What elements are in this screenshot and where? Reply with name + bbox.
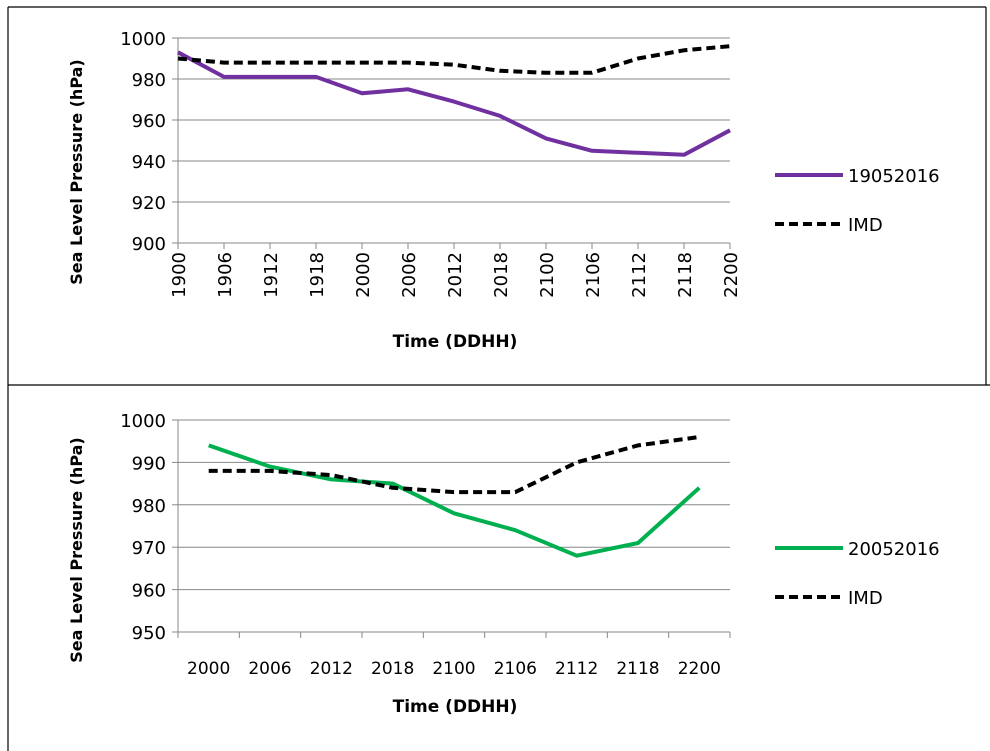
y-tick-labels: 900 920 940 960 980 1000 — [120, 29, 166, 255]
table-frame — [7, 6, 990, 751]
y-tick-label: 900 — [132, 234, 166, 255]
series-line-imd — [208, 435, 700, 495]
legend: 19052016 IMD — [775, 166, 940, 236]
x-tick-labels: 2000 2006 2012 2018 2100 2106 2112 2118 2200 — [187, 659, 721, 679]
x-tick-labels: 1900 1906 1912 1918 2000 2006 2012 2018 2100 2106… — [169, 252, 742, 298]
y-tick-label: 990 — [132, 453, 166, 474]
x-tick-label: 2106 — [494, 659, 537, 679]
y-tick-label: 920 — [132, 193, 166, 214]
legend-entry-imd: IMD — [775, 215, 883, 236]
y-axis-label: Sea Level Pressure (hPa) — [67, 59, 86, 284]
x-tick-label: 2112 — [629, 252, 650, 298]
x-tick-label: 2006 — [248, 659, 291, 679]
legend-label-19052016: 19052016 — [848, 166, 940, 187]
y-tick-label: 1000 — [120, 29, 166, 50]
x-tick-label: 2006 — [399, 252, 420, 298]
grid-lines — [178, 37, 730, 203]
chart-20052016: 950 960 970 980 990 1000 2000 2006 2012 2018 2100… — [67, 411, 940, 717]
x-tick-label: 2200 — [678, 659, 721, 679]
series-line-19052016 — [177, 50, 731, 157]
x-tick-label: 1900 — [169, 252, 190, 298]
chart-19052016: 900 920 940 960 980 1000 1900 1906 1912 1918 2000… — [67, 29, 940, 352]
y-tick-label: 980 — [132, 70, 166, 91]
x-tick-label: 2118 — [675, 252, 696, 298]
legend-entry-19052016: 19052016 — [775, 166, 940, 187]
x-tick-label: 2200 — [721, 252, 742, 298]
x-tick-label: 1912 — [261, 252, 282, 298]
legend-entry-20052016: 20052016 — [775, 539, 940, 560]
x-axis-label: Time (DDHH) — [393, 332, 518, 352]
series-line-20052016 — [208, 443, 701, 558]
x-tick-label: 2118 — [616, 659, 659, 679]
legend-label-imd: IMD — [848, 215, 883, 236]
y-tick-label: 960 — [132, 111, 166, 132]
y-tick-label: 980 — [132, 496, 166, 517]
x-tick-label: 1918 — [307, 252, 328, 298]
y-tick-labels: 950 960 970 980 990 1000 — [120, 411, 166, 644]
x-tick-label: 2000 — [187, 659, 230, 679]
legend: 20052016 IMD — [775, 539, 940, 609]
x-tick-label: 2000 — [353, 252, 374, 298]
x-tick-label: 2100 — [537, 252, 558, 298]
x-axis-label: Time (DDHH) — [393, 697, 518, 717]
y-tick-label: 950 — [132, 623, 166, 644]
legend-label-20052016: 20052016 — [848, 539, 940, 560]
series-lines — [208, 435, 701, 558]
axes — [172, 37, 731, 249]
y-tick-label: 940 — [132, 152, 166, 173]
x-tick-label: 1906 — [215, 252, 236, 298]
y-tick-label: 970 — [132, 538, 166, 559]
x-tick-label: 2018 — [491, 252, 512, 298]
legend-label-imd: IMD — [848, 588, 883, 609]
y-axis-label: Sea Level Pressure (hPa) — [67, 437, 86, 662]
legend-entry-imd: IMD — [775, 588, 883, 609]
series-line-imd — [177, 44, 731, 75]
x-tick-label: 2100 — [432, 659, 475, 679]
x-tick-label: 2112 — [555, 659, 598, 679]
grid-lines — [178, 419, 730, 591]
x-tick-label: 2012 — [310, 659, 353, 679]
y-tick-label: 960 — [132, 581, 166, 602]
x-tick-label: 2106 — [583, 252, 604, 298]
series-lines — [177, 44, 731, 157]
x-tick-label: 2012 — [445, 252, 466, 298]
y-tick-label: 1000 — [120, 411, 166, 432]
x-tick-label: 2018 — [371, 659, 414, 679]
axes — [172, 419, 731, 638]
